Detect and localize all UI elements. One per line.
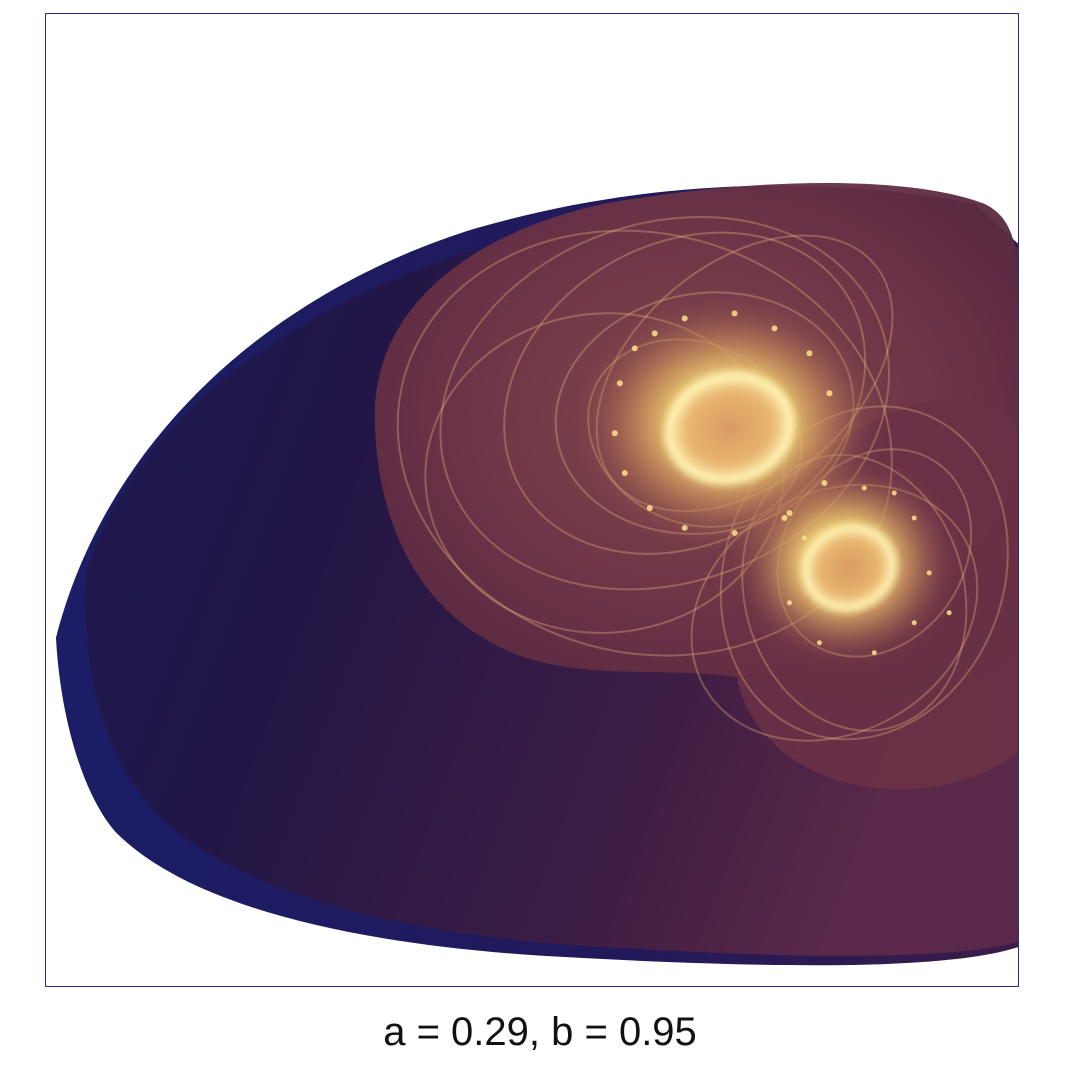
upper-spiral-core (664, 371, 795, 485)
parameter-caption: a = 0.29, b = 0.95 (383, 1010, 697, 1054)
attractor-image (55, 182, 1018, 966)
attractor-plot-frame (45, 13, 1019, 987)
spiral-sparkles (611, 310, 952, 656)
lower-spiral-core (801, 523, 898, 612)
